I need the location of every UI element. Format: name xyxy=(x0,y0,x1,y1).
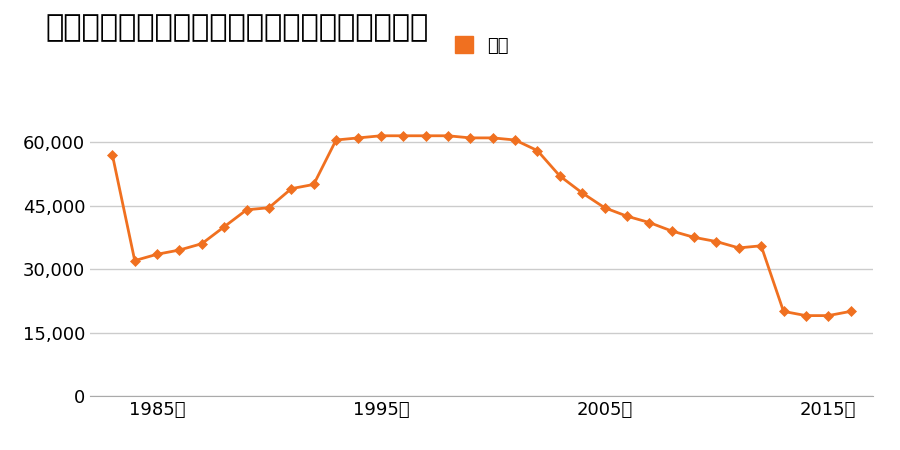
Legend: 価格: 価格 xyxy=(454,36,508,55)
Text: 福島県会津若松市徒之町１６０番外の地価推移: 福島県会津若松市徒之町１６０番外の地価推移 xyxy=(45,14,428,42)
